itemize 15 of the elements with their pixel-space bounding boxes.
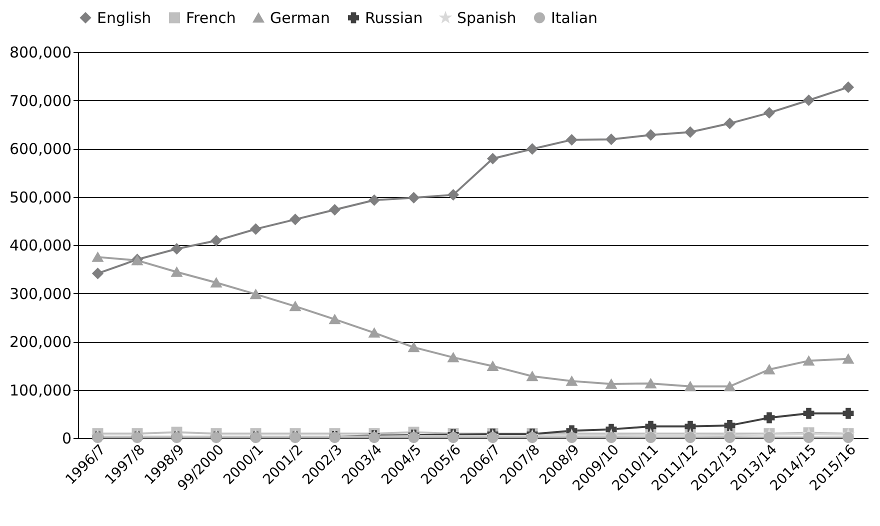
y-tick-label: 700,000 [9,92,72,110]
legend-label: German [270,8,330,27]
legend-label: Spanish [457,8,516,27]
y-tick-label: 800,000 [9,44,72,62]
y-tick-label: 500,000 [9,188,72,206]
y-tick-label: 200,000 [9,333,72,351]
y-tick-label: 600,000 [9,140,72,158]
legend-label: Russian [365,8,423,27]
legend-label: English [97,8,152,27]
y-tick-label: 0 [62,430,72,448]
legend-label: French [186,8,236,27]
y-tick-label: 100,000 [9,381,72,400]
y-tick-label: 300,000 [9,284,72,303]
y-tick-label: 400,000 [9,236,72,254]
legend-label: Italian [551,8,598,27]
